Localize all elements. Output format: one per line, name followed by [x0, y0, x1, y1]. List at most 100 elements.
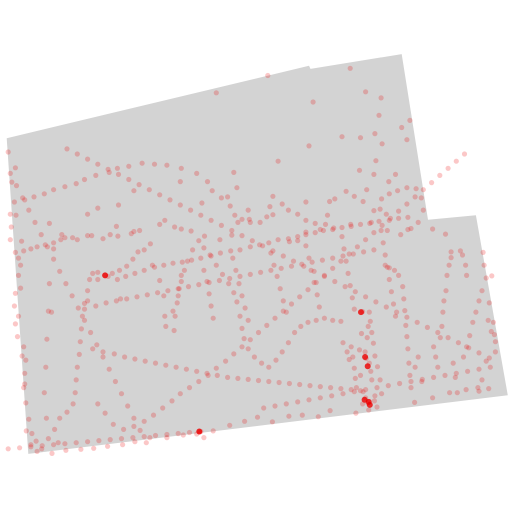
incident-point [74, 237, 80, 243]
incident-point [7, 211, 13, 217]
incident-point [298, 323, 304, 329]
incident-point [339, 134, 345, 140]
incident-point [93, 303, 99, 309]
incident-point [264, 322, 270, 328]
incident-point [74, 364, 80, 370]
incident-point [177, 391, 183, 397]
incident-point [414, 319, 420, 325]
incident-point [181, 267, 187, 273]
incident-point [57, 268, 63, 274]
incident-point [404, 314, 410, 320]
incident-point [15, 313, 22, 319]
incident-point [121, 426, 127, 432]
incident-point [402, 308, 408, 314]
incident-point [255, 329, 262, 336]
incident-point [268, 250, 274, 256]
incident-point [151, 161, 158, 167]
incident-point [313, 279, 319, 286]
incident-point [303, 229, 309, 235]
incident-point [227, 422, 233, 428]
incident-point [372, 131, 378, 137]
incident-point [392, 171, 399, 177]
incident-point [171, 327, 177, 334]
incident-point [386, 217, 392, 223]
incident-point [124, 296, 130, 302]
incident-point [19, 353, 25, 359]
incident-point [476, 350, 482, 356]
incident-point [131, 188, 137, 194]
incident-point [45, 436, 52, 442]
incident-point [419, 376, 425, 382]
incident-point [44, 244, 51, 250]
incident-point [358, 330, 365, 337]
incident-point [404, 185, 410, 191]
incident-point [379, 222, 385, 228]
incident-point [237, 247, 243, 253]
incident-point [285, 236, 291, 242]
incident-point [201, 233, 208, 239]
incident-point [415, 354, 421, 360]
incident-point [105, 443, 111, 449]
incident-point [437, 172, 443, 178]
incident-point [435, 364, 441, 370]
incident-point [374, 364, 381, 370]
incident-point [322, 221, 329, 227]
incident-point [307, 383, 313, 389]
incident-point [26, 416, 32, 422]
incident-point [137, 427, 143, 433]
incident-point [161, 293, 167, 299]
incident-point [279, 349, 285, 355]
incident-point [303, 217, 309, 223]
incident-point [114, 276, 120, 283]
incident-point [285, 340, 291, 346]
incident-point [131, 228, 137, 235]
incident-point [85, 439, 91, 445]
incident-point [483, 358, 489, 364]
incident-point [433, 354, 439, 360]
incident-point [273, 357, 279, 363]
incident-point [283, 309, 289, 315]
incident-point [351, 306, 357, 312]
incident-point [352, 289, 358, 295]
incident-point [17, 445, 23, 451]
incident-point [147, 435, 153, 441]
incident-point [131, 415, 137, 421]
incident-point [157, 192, 163, 198]
incident-point [172, 224, 178, 230]
incident-point [39, 443, 45, 449]
incident-point [131, 423, 137, 429]
incident-point [39, 446, 45, 452]
incident-point [363, 237, 369, 243]
incident-point [88, 329, 94, 336]
incident-point [28, 246, 34, 252]
incident-point [230, 255, 236, 261]
incident-point [23, 400, 29, 406]
incident-point [395, 188, 401, 194]
incident-point [394, 309, 400, 315]
incident-point [107, 437, 113, 443]
incident-point [365, 323, 371, 329]
incident-point [412, 194, 418, 200]
incident-point [347, 283, 353, 289]
incident-point [386, 265, 392, 271]
incident-point [364, 187, 370, 193]
incident-point [110, 421, 116, 427]
incident-point [415, 219, 421, 225]
incident-point [311, 279, 317, 286]
incident-point [446, 262, 452, 268]
incident-point [319, 257, 325, 263]
incident-point [279, 201, 285, 207]
incident-point [445, 165, 451, 171]
incident-point [420, 187, 426, 193]
incident-point [400, 284, 406, 290]
incident-point [372, 393, 378, 399]
incident-point [63, 281, 69, 287]
incident-point [486, 300, 492, 306]
incident-point [259, 360, 265, 366]
incident-point [309, 259, 315, 265]
incident-point [346, 356, 352, 363]
incident-point [348, 223, 354, 229]
incident-point [22, 381, 28, 387]
incident-point [384, 227, 390, 234]
incident-point [51, 256, 57, 262]
